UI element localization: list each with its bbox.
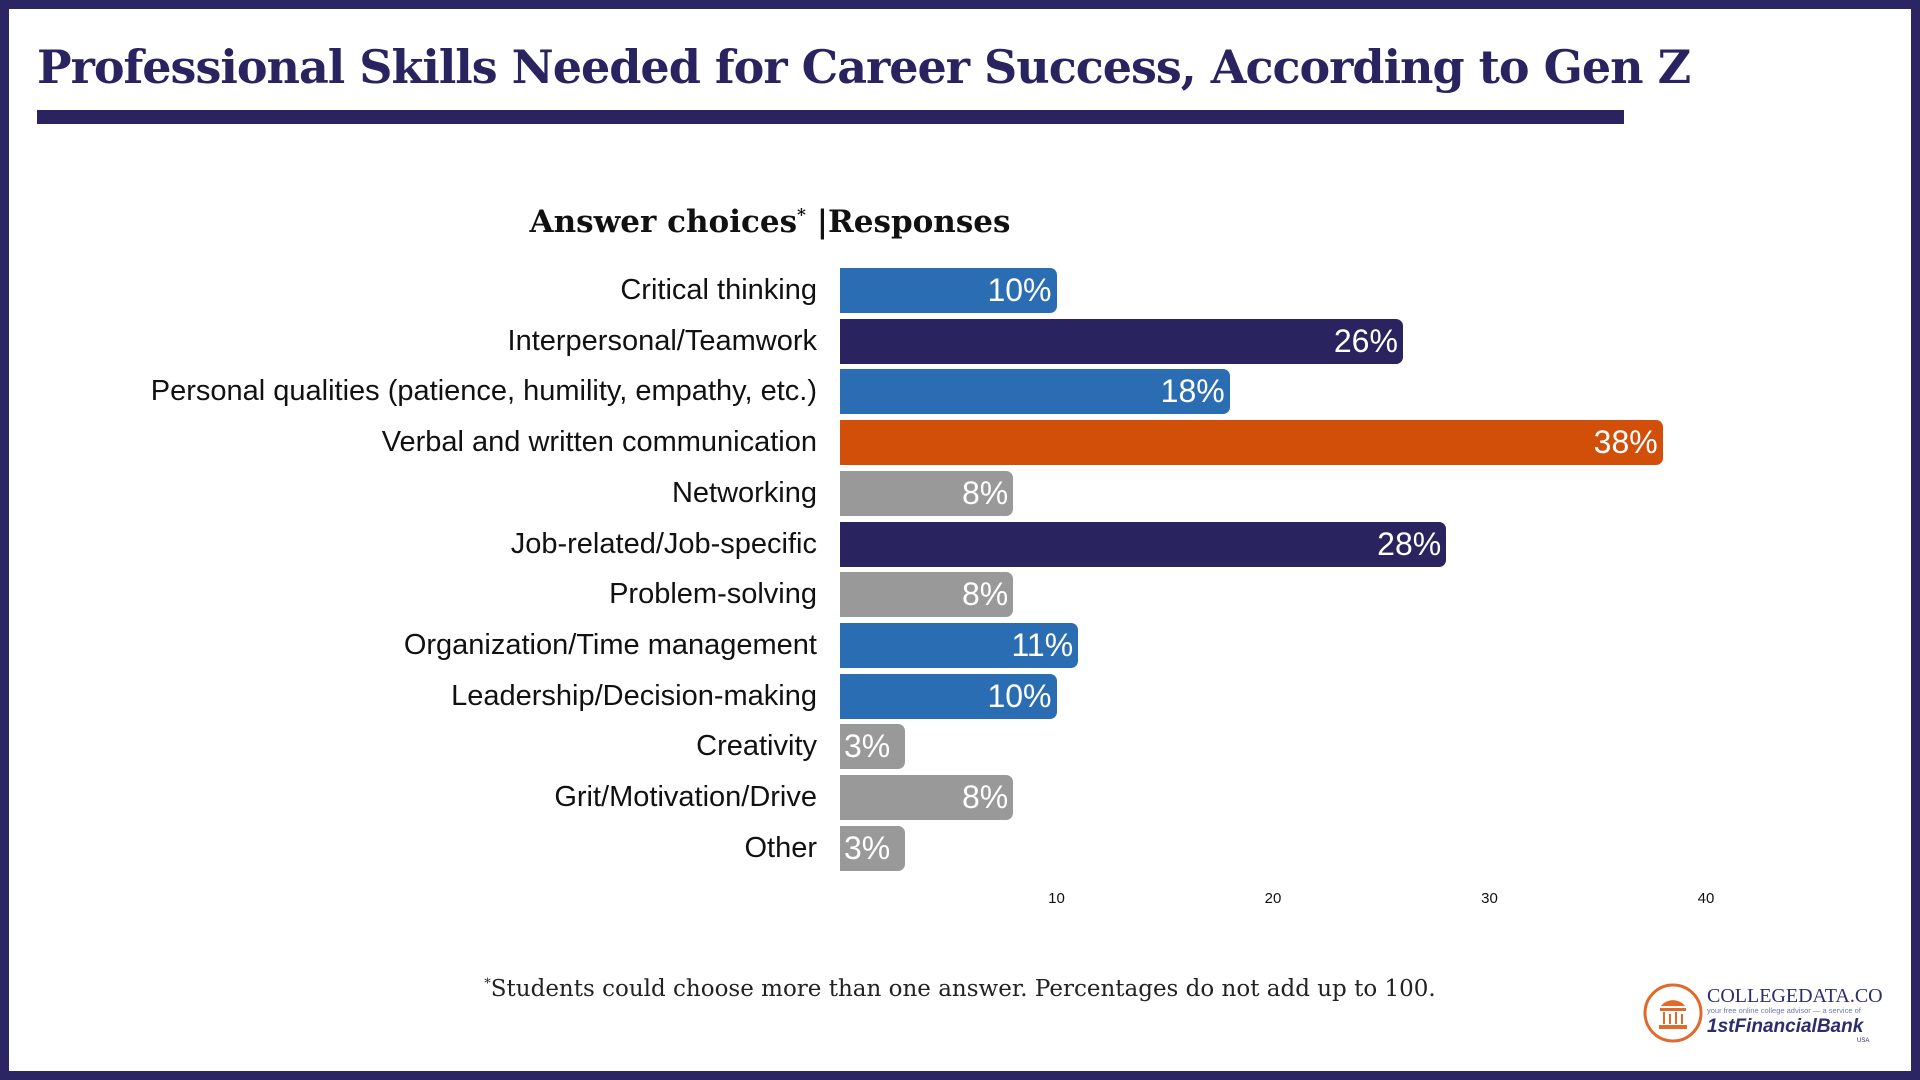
logo-circle-icon [1643, 983, 1703, 1043]
category-label: Verbal and written communication [381, 426, 817, 459]
bar: 28% [840, 521, 1447, 567]
category-label: Problem-solving [609, 578, 817, 611]
data-label: 28% [1377, 525, 1442, 562]
answer-choices-header: Answer choices* | [530, 204, 828, 240]
category-label: Critical thinking [620, 274, 817, 306]
bar: 26% [840, 318, 1403, 364]
category-label: Creativity [696, 730, 817, 763]
data-label: 8% [961, 474, 1009, 511]
x-tick-label: 40 [1697, 890, 1715, 907]
category-label: Grit/Motivation/Drive [554, 781, 817, 813]
x-tick-label: 20 [1264, 890, 1282, 907]
responses-header: Responses [828, 204, 1011, 240]
bar: 8% [840, 470, 1014, 516]
bar: 8% [840, 572, 1014, 618]
category-label: Organization/Time management [403, 628, 817, 661]
data-label: 8% [961, 576, 1009, 613]
svg-text:COLLEGEDATA.COM: COLLEGEDATA.COM [1707, 985, 1883, 1007]
bar: 3% [840, 724, 905, 770]
logo-dome-icon [1661, 1000, 1685, 1006]
svg-text:your free online college advis: your free online college advisor — a ser… [1707, 1006, 1862, 1015]
bar: 10% [840, 673, 1057, 719]
svg-text:USA: USA [1857, 1038, 1869, 1044]
data-label: 26% [1333, 322, 1398, 359]
category-label: Networking [671, 476, 817, 509]
data-label: 11% [1011, 626, 1074, 663]
footnote-text: Students could choose more than one answ… [490, 976, 1436, 1002]
data-label: 38% [1593, 424, 1658, 461]
category-label: Leadership/Decision-making [451, 679, 817, 712]
answer-choices-text: Answer choices [529, 204, 798, 240]
data-label: 18% [1160, 373, 1225, 410]
bar: 11% [840, 622, 1079, 668]
chart-title: Professional Skills Needed for Career Su… [37, 40, 1691, 94]
x-tick-label: 30 [1481, 890, 1498, 907]
category-label: Interpersonal/Teamwork [507, 324, 817, 357]
data-label: 10% [987, 677, 1052, 714]
header-asterisk: * [797, 205, 806, 226]
svg-text:1stFinancialBank: 1stFinancialBank [1707, 1016, 1865, 1037]
bar: 3% [840, 825, 905, 871]
x-tick-label: 10 [1048, 890, 1065, 907]
data-label: 8% [961, 779, 1009, 815]
category-label: Personal qualities (patience, humility, … [150, 375, 817, 408]
bar: 10% [840, 268, 1057, 313]
data-label: 3% [844, 728, 891, 765]
bar: 8% [840, 775, 1014, 820]
title-underline [37, 110, 1624, 124]
category-label: Other [744, 831, 817, 864]
footnote: *Students could choose more than one ans… [0, 976, 1920, 1002]
collegedata-logo: COLLEGEDATA.COM your free online college… [1643, 983, 1883, 1044]
data-label: 10% [987, 272, 1052, 308]
bar: 18% [840, 369, 1230, 415]
bar: 38% [840, 420, 1663, 466]
footnote-asterisk: * [484, 976, 491, 992]
category-label: Job-related/Job-specific [510, 527, 817, 560]
data-label: 3% [844, 829, 891, 866]
header-separator: | [816, 204, 828, 240]
